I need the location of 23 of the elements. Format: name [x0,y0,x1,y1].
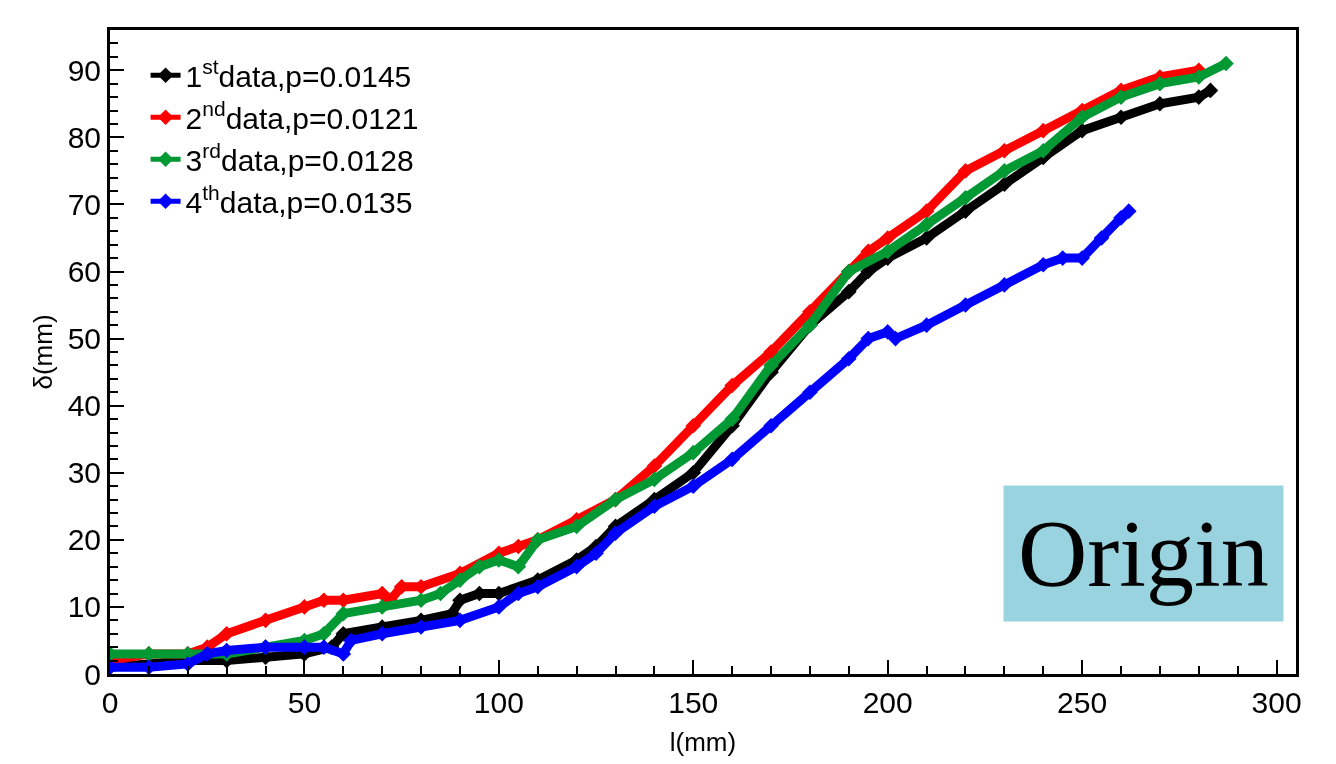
y-tick-label: 90 [67,53,101,87]
x-tick-label: 50 [287,686,322,719]
legend-label: 2$^{nd}$data,p=0.0121 [185,97,419,136]
x-tick-label: 100 [473,686,524,719]
x-tick-label: 200 [862,686,913,719]
annotation: Origin [1018,500,1269,607]
legend-label: 1$^{st}$data,p=0.0145 [185,55,412,94]
y-tick-label: 80 [67,120,101,154]
y-tick-label: 70 [67,187,101,221]
y-tick-label: 50 [67,322,101,356]
x-tick-label: 250 [1057,686,1108,719]
y-axis-title: δ(mm) [28,314,59,390]
y-tick-label: 30 [67,456,101,490]
x-axis-title: l(mm) [669,726,737,757]
legend-label: 4$^{th}$data,p=0.0135 [185,181,413,220]
legend-label: 3$^{rd}$data,p=0.0128 [185,139,414,178]
y-tick-label: 10 [67,590,101,624]
x-tick-label: 150 [668,686,719,719]
y-tick-label: 20 [67,523,101,557]
y-tick-label: 0 [84,657,101,691]
x-tick-label: 300 [1251,686,1302,719]
y-tick-label: 40 [67,389,101,423]
y-tick-label: 60 [67,255,101,288]
